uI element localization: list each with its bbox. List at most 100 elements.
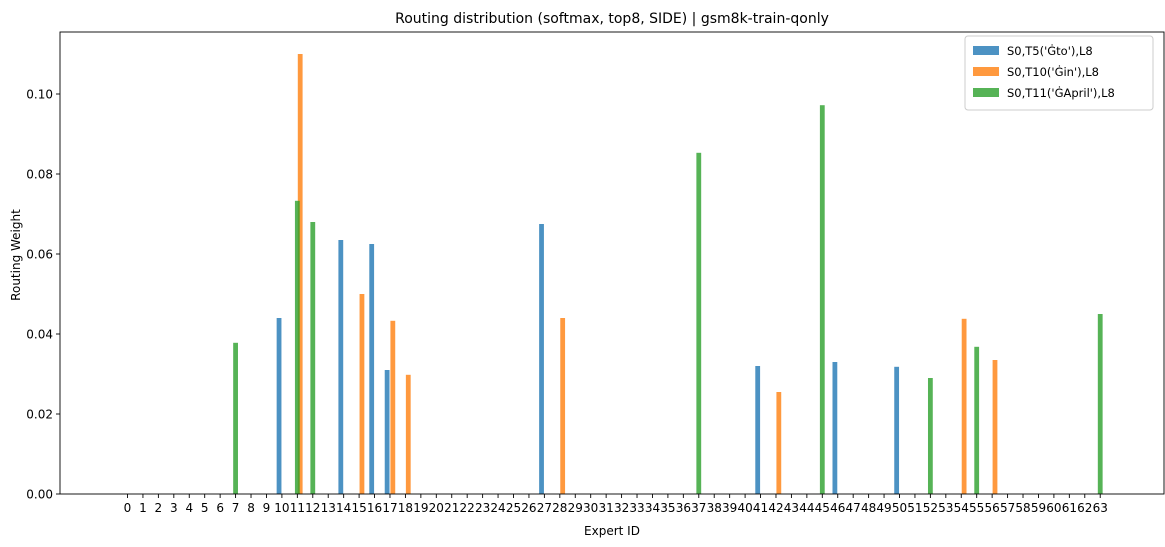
bar-series-0-expert-27: [539, 224, 544, 494]
series-0: [276, 224, 900, 494]
x-tick-label: 39: [722, 501, 737, 515]
x-tick-label: 8: [247, 501, 255, 515]
x-tick-label: 56: [984, 501, 999, 515]
legend: S0,T5('Ġto'),L8 S0,T10('Ġin'),L8 S0,T11('Ġ…: [964, 35, 1154, 111]
x-tick-label: 13: [321, 501, 336, 515]
legend-label-2: S0,T11('ĠApril'),L8: [1007, 84, 1115, 100]
x-tick-label: 4: [185, 501, 193, 515]
bar-series-1-expert-11: [297, 54, 303, 494]
x-tick-label: 27: [537, 501, 552, 515]
legend-swatch-0: [973, 46, 999, 55]
x-tick-label: 26: [521, 501, 536, 515]
x-tick-label: 57: [1000, 501, 1015, 515]
series-2: [233, 105, 1103, 495]
x-tick-label: 62: [1077, 501, 1092, 515]
y-tick-label: 0.00: [26, 488, 53, 502]
y-tick-label: 0.08: [26, 168, 53, 182]
x-tick-label: 19: [413, 501, 428, 515]
bar-series-1-expert-42: [776, 392, 782, 494]
bar-series-0-expert-14: [338, 240, 344, 494]
x-tick-label: 46: [830, 501, 845, 515]
x-tick-label: 1: [139, 501, 147, 515]
x-tick-label: 41: [753, 501, 768, 515]
series-1: [297, 54, 998, 494]
bar-series-1-expert-28: [560, 318, 566, 494]
x-tick-label: 0: [124, 501, 132, 515]
x-tick-label: 37: [691, 501, 706, 515]
bar-series-2-expert-63: [1097, 314, 1103, 494]
x-tick-label: 7: [232, 501, 240, 515]
legend-box: [964, 35, 1154, 111]
bar-series-2-expert-11: [294, 200, 300, 495]
x-tick-label: 24: [490, 501, 505, 515]
x-tick-label: 10: [274, 501, 289, 515]
x-tick-label: 29: [568, 501, 583, 515]
bar-series-0-expert-50: [894, 366, 900, 494]
x-tick-label: 11: [290, 501, 305, 515]
x-tick-label: 23: [475, 501, 490, 515]
y-tick-label: 0.06: [26, 248, 53, 262]
x-tick-label: 33: [629, 501, 644, 515]
x-tick-label: 48: [861, 501, 876, 515]
x-tick-label: 20: [429, 501, 444, 515]
x-tick-label: 52: [923, 501, 938, 515]
x-tick-label: 3: [170, 501, 178, 515]
x-tick-label: 35: [660, 501, 675, 515]
legend-label-0: S0,T5('Ġto'),L8: [1007, 42, 1093, 58]
x-tick-label: 51: [907, 501, 922, 515]
bar-series-2-expert-52: [927, 378, 933, 494]
bar-series-0-expert-17: [384, 370, 390, 494]
x-tick-label: 21: [444, 501, 459, 515]
x-tick-label: 63: [1093, 501, 1108, 515]
x-tick-label: 18: [398, 501, 413, 515]
x-tick-label: 34: [645, 501, 660, 515]
bar-series-1-expert-17: [390, 320, 396, 494]
x-tick-label: 9: [263, 501, 271, 515]
y-axis-label: Routing Weight: [9, 209, 23, 301]
y-tick-label: 0.10: [26, 88, 53, 102]
x-tick-label: 14: [336, 501, 351, 515]
bar-series-0-expert-16: [369, 244, 375, 494]
x-tick-label: 53: [938, 501, 953, 515]
x-axis-label: Expert ID: [584, 524, 640, 538]
x-tick-label: 2: [155, 501, 163, 515]
x-tick-label: 6: [216, 501, 224, 515]
bar-series-1-expert-56: [992, 360, 998, 494]
x-tick-label: 16: [367, 501, 382, 515]
x-tick-label: 44: [799, 501, 814, 515]
legend-label-1: S0,T10('Ġin'),L8: [1007, 63, 1099, 79]
x-tick-label: 45: [815, 501, 830, 515]
x-tick-label: 40: [737, 501, 752, 515]
bar-series-0-expert-10: [276, 318, 282, 494]
bar-series-1-expert-18: [405, 374, 411, 494]
legend-swatch-2: [973, 88, 999, 97]
x-tick-label: 28: [552, 501, 567, 515]
x-tick-label: 54: [954, 501, 969, 515]
x-tick-label: 50: [892, 501, 907, 515]
bar-series-0-expert-46: [832, 362, 838, 494]
bar-series-2-expert-45: [819, 105, 825, 494]
bar-series-1-expert-54: [961, 318, 967, 494]
y-tick-label: 0.04: [26, 328, 53, 342]
x-tick-label: 58: [1015, 501, 1030, 515]
x-tick-label: 55: [969, 501, 984, 515]
x-tick-label: 25: [506, 501, 521, 515]
plot-area: 0.000.020.040.060.080.100 1 2 3 4 5 6 7 8 9 10 11 12…: [26, 31, 1165, 515]
x-tick-label: 5: [201, 501, 209, 515]
x-tick-label: 47: [846, 501, 861, 515]
bar-series-2-expert-7: [233, 342, 238, 494]
x-tick-label: 38: [707, 501, 722, 515]
x-tick-label: 49: [876, 501, 891, 515]
x-tick-label: 42: [768, 501, 783, 515]
x-tick-label: 32: [614, 501, 629, 515]
x-tick-label: 61: [1062, 501, 1077, 515]
y-tick-label: 0.02: [26, 408, 53, 422]
x-tick-label: 17: [382, 501, 397, 515]
bar-series-1-expert-15: [359, 294, 365, 494]
x-tick-label: 30: [583, 501, 598, 515]
bar-series-2-expert-55: [974, 346, 980, 494]
x-tick-label: 59: [1031, 501, 1046, 515]
x-tick-label: 60: [1046, 501, 1061, 515]
chart-title: Routing distribution (softmax, top8, SID…: [395, 11, 829, 27]
